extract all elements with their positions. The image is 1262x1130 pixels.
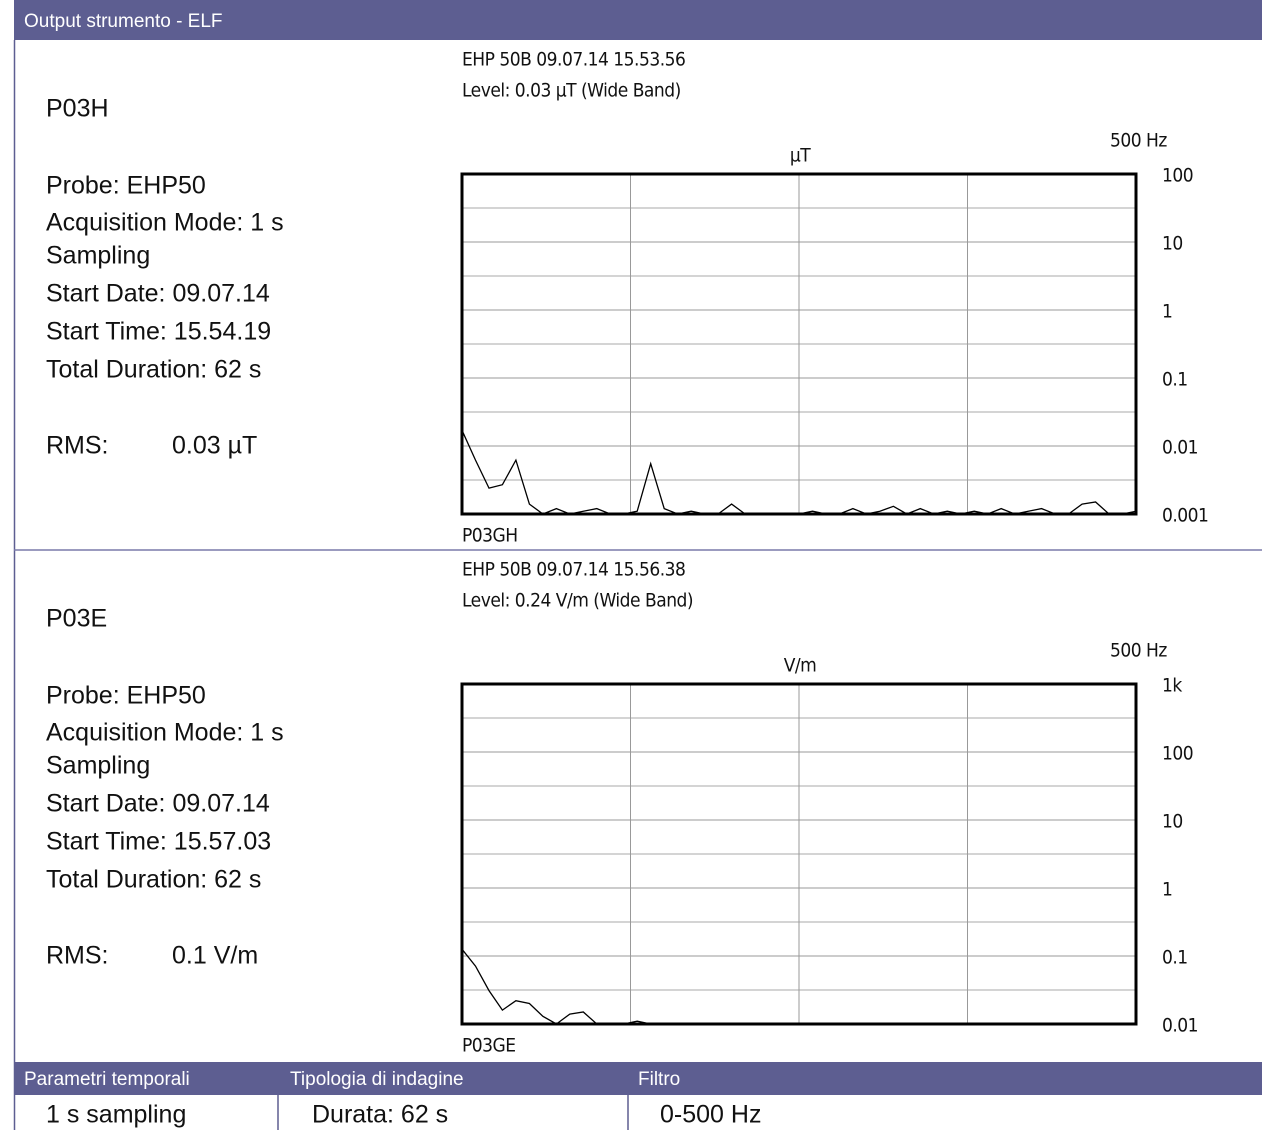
header-title: Output strumento - ELF xyxy=(24,11,223,32)
rms-label: RMS: xyxy=(46,942,109,970)
rms-value: 0.1 V/m xyxy=(172,942,258,970)
y-unit: V/m xyxy=(784,655,817,677)
x-range-label: 500 Hz xyxy=(1110,130,1167,152)
info-line: Acquisition Mode: 1 s xyxy=(46,209,284,237)
spectrum-line xyxy=(461,948,1136,1025)
chart-header: EHP 50B 09.07.14 15.56.38 xyxy=(462,559,685,581)
chart-header: Level: 0.03 µT (Wide Band) xyxy=(462,80,681,102)
footer-bar xyxy=(14,1062,1262,1095)
y-tick-label: 0.01 xyxy=(1162,437,1198,459)
y-tick-label: 1 xyxy=(1162,301,1172,323)
rms-value: 0.03 µT xyxy=(172,432,257,460)
y-tick-label: 0.1 xyxy=(1162,947,1188,969)
y-tick-label: 100 xyxy=(1162,743,1193,765)
info-line: Probe: EHP50 xyxy=(46,682,206,710)
info-line: Start Time: 15.54.19 xyxy=(46,318,271,346)
info-line: Sampling xyxy=(46,242,150,270)
y-tick-label: 100 xyxy=(1162,165,1193,187)
info-line: Total Duration: 62 s xyxy=(46,356,261,384)
y-unit: µT xyxy=(790,145,811,167)
footer-cell: Durata: 62 s xyxy=(312,1101,448,1129)
series-name: P03GE xyxy=(462,1035,516,1057)
info-line: Probe: EHP50 xyxy=(46,172,206,200)
footer-cell: 0-500 Hz xyxy=(660,1101,761,1129)
y-tick-label: 0.1 xyxy=(1162,369,1188,391)
spectrum-line xyxy=(461,430,1137,515)
x-range-label: 500 Hz xyxy=(1110,640,1167,662)
footer-header: Tipologia di indagine xyxy=(290,1069,464,1090)
chart-header: Level: 0.24 V/m (Wide Band) xyxy=(462,590,693,612)
y-tick-label: 0.01 xyxy=(1162,1015,1198,1037)
info-line: Acquisition Mode: 1 s xyxy=(46,719,284,747)
y-tick-label: 10 xyxy=(1162,233,1183,255)
probe-name: P03E xyxy=(46,605,107,633)
info-line: Start Time: 15.57.03 xyxy=(46,828,271,856)
info-line: Start Date: 09.07.14 xyxy=(46,790,270,818)
header-bar xyxy=(14,0,1262,40)
y-tick-label: 0.001 xyxy=(1162,505,1208,527)
rms-label: RMS: xyxy=(46,432,109,460)
info-line: Start Date: 09.07.14 xyxy=(46,280,270,308)
series-name: P03GH xyxy=(462,525,518,547)
footer-header: Filtro xyxy=(638,1069,680,1090)
y-tick-label: 1 xyxy=(1162,879,1172,901)
chart-header: EHP 50B 09.07.14 15.53.56 xyxy=(462,49,685,71)
y-tick-label: 1k xyxy=(1162,675,1182,697)
footer-cell: 1 s sampling xyxy=(46,1101,186,1129)
footer-header: Parametri temporali xyxy=(24,1069,190,1090)
info-line: Total Duration: 62 s xyxy=(46,866,261,894)
info-line: Sampling xyxy=(46,752,150,780)
y-tick-label: 10 xyxy=(1162,811,1183,833)
probe-name: P03H xyxy=(46,95,109,123)
